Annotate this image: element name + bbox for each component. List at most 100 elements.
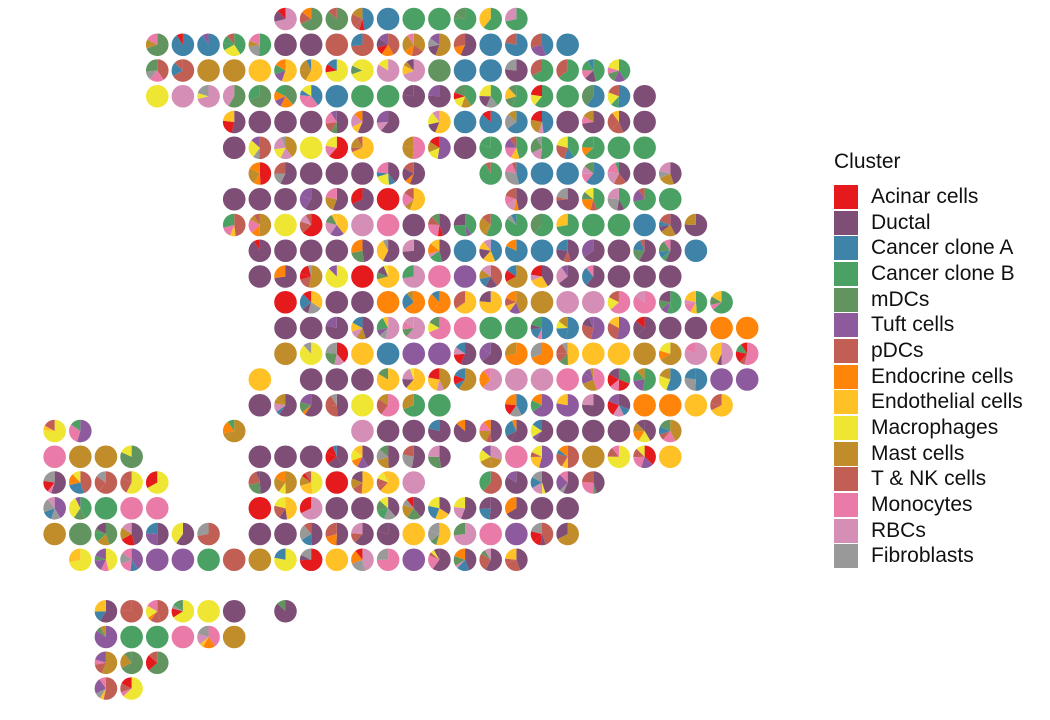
pie-slice (122, 548, 132, 560)
pie-slice (105, 522, 118, 545)
spot-pie (248, 239, 272, 263)
pie-slice (413, 33, 426, 52)
pie-slice (428, 122, 440, 133)
legend-label: Acinar cells (871, 184, 979, 208)
pie-slice (249, 84, 272, 108)
spot-pie (299, 265, 323, 288)
pie-slice (531, 445, 542, 457)
pie-slice (558, 445, 568, 457)
pie-slice (618, 368, 631, 384)
pie-slice (530, 456, 542, 468)
pie-slice (336, 522, 349, 546)
pie-slice (197, 33, 220, 57)
spot-pie (351, 187, 374, 211)
spot-pie (402, 316, 426, 340)
pie-slice (695, 290, 708, 314)
spot-pie (505, 136, 528, 160)
spot-pie (248, 393, 272, 417)
pie-slice (711, 393, 733, 417)
legend-label: Ductal (871, 210, 931, 234)
spot-pie (351, 265, 374, 288)
spot-pie (530, 187, 554, 211)
spot-pie (248, 496, 272, 520)
pie-slice (351, 419, 374, 443)
pie-slice (231, 110, 246, 134)
pie-slice (355, 522, 374, 546)
spot-pie (710, 290, 733, 314)
legend-key-swatch (834, 518, 858, 543)
spot-pie (658, 265, 682, 288)
pie-slice (325, 187, 337, 200)
pie-slice (505, 471, 528, 494)
pie-slice (505, 138, 517, 148)
pie-slice (300, 548, 312, 560)
pie-slice (300, 276, 312, 288)
pie-slice (439, 445, 451, 468)
legend-label: Tuft cells (871, 313, 955, 337)
pie-slice (197, 84, 209, 97)
spot-pie (581, 110, 605, 134)
legend-label: Endocrine cells (871, 364, 1014, 388)
pie-slice (670, 162, 682, 185)
spot-pie (376, 84, 400, 108)
pie-slice (483, 250, 495, 263)
pie-slice (325, 239, 349, 263)
spot-pie (607, 368, 631, 391)
pie-slice (509, 136, 517, 148)
pie-slice (402, 471, 426, 494)
pie-slice (227, 33, 235, 45)
spot-pie (376, 496, 400, 520)
pie-slice (351, 471, 363, 483)
spot-pie (145, 625, 169, 649)
pie-slice (542, 33, 554, 56)
spot-pie (222, 548, 246, 572)
spot-pie (325, 496, 349, 520)
pie-slice (429, 316, 440, 328)
pie-slice (174, 59, 183, 71)
pie-slice (479, 162, 503, 185)
pie-slice (530, 324, 542, 330)
spot-pie (274, 290, 297, 314)
spot-pie (453, 522, 477, 546)
pie-slice (402, 393, 414, 410)
pie-slice (376, 162, 389, 174)
pie-slice (507, 214, 517, 225)
pie-slice (530, 110, 542, 122)
pie-slice (658, 241, 671, 252)
pie-slice (285, 84, 297, 105)
pie-slice (530, 119, 542, 133)
pie-slice (582, 471, 594, 483)
spot-pie (556, 393, 579, 417)
spot-pie (94, 625, 118, 649)
pie-slice (222, 421, 235, 434)
spot-pie (325, 239, 349, 263)
pie-slice (584, 162, 594, 174)
spot-pie (556, 239, 579, 263)
spot-pie (325, 110, 349, 134)
pie-slice (611, 96, 619, 108)
pie-slice (633, 189, 645, 202)
pie-slice (150, 611, 161, 623)
pie-slice (530, 496, 554, 520)
pie-slice (300, 7, 323, 31)
pie-slice (582, 110, 605, 134)
pie-slice (435, 33, 451, 57)
spot-pie (299, 316, 323, 340)
pie-slice (71, 419, 81, 431)
pie-slice (556, 84, 579, 108)
spot-pie (351, 471, 374, 494)
pie-slice (176, 599, 183, 612)
pie-slice (479, 316, 503, 340)
pie-slice (145, 522, 158, 534)
spot-pie (479, 342, 503, 366)
pie-slice (351, 33, 374, 57)
pie-slice (479, 136, 502, 160)
pie-slice (505, 96, 517, 107)
pie-slice (505, 59, 528, 82)
pie-slice (505, 342, 517, 356)
pie-slice (402, 454, 414, 468)
spot-pie (607, 290, 631, 314)
pie-slice (377, 266, 389, 277)
pie-slice (51, 471, 66, 494)
pie-slice (582, 290, 605, 314)
